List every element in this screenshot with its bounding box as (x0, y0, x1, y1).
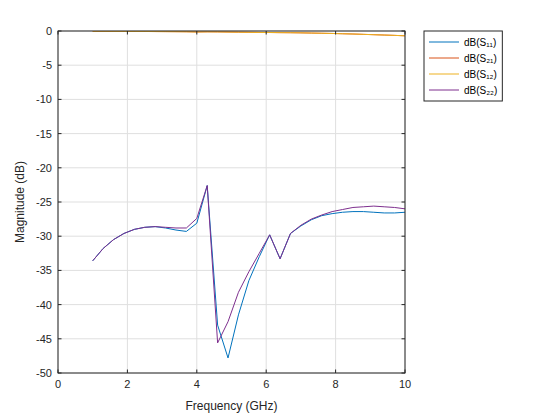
y-tick (58, 99, 62, 100)
x-axis-label: Frequency (GHz) (185, 399, 277, 413)
legend-swatch (429, 90, 459, 91)
legend-box (424, 31, 502, 101)
series-group (93, 31, 405, 358)
y-tick (402, 167, 406, 168)
y-tick (402, 202, 406, 203)
y-grid-line (58, 338, 405, 339)
y-tick (58, 236, 62, 237)
y-tick-label: -15 (36, 128, 52, 140)
y-grid-line (58, 236, 405, 237)
chart: 0246810-50-45-40-35-30-25-20-15-10-50Fre… (0, 0, 560, 420)
x-tick (196, 31, 197, 35)
y-grid-line (58, 65, 405, 66)
x-tick (405, 31, 406, 35)
y-tick (58, 270, 62, 271)
legend: dB(S₁₁) dB(S₂₁) dB(S₁₂) dB(S₂₂) (424, 31, 502, 101)
y-tick (58, 65, 62, 66)
y-tick-label: -20 (36, 162, 52, 174)
plot-area (58, 31, 405, 373)
y-tick (402, 99, 406, 100)
y-grid-line (58, 202, 405, 203)
y-tick (58, 202, 62, 203)
legend-swatch (429, 58, 459, 59)
legend-swatch (429, 74, 459, 75)
x-tick (335, 31, 336, 35)
y-tick (58, 338, 62, 339)
y-tick-label: -30 (36, 230, 52, 242)
y-tick-label: 0 (46, 25, 52, 37)
y-tick (58, 373, 62, 374)
y-tick-label: -45 (36, 333, 52, 345)
y-tick (402, 270, 406, 271)
y-axis-label: Magnitude (dB) (13, 161, 27, 243)
y-tick-label: -25 (36, 196, 52, 208)
x-tick-label: 0 (55, 378, 61, 390)
x-tick (196, 370, 197, 374)
legend-label: dB(S₂₁) (464, 53, 497, 64)
x-tick (266, 370, 267, 374)
y-tick (58, 31, 62, 32)
y-tick (58, 304, 62, 305)
y-tick (402, 236, 406, 237)
x-tick (405, 370, 406, 374)
background (0, 0, 560, 420)
y-tick-label: -10 (36, 93, 52, 105)
series-line (93, 186, 405, 343)
y-grid-line (58, 167, 405, 168)
y-grid-line (58, 304, 405, 305)
legend-swatch (429, 42, 459, 43)
legend-label: dB(S₁₂) (464, 69, 497, 80)
legend-label: dB(S₂₂) (464, 85, 497, 96)
x-tick (127, 31, 128, 35)
y-tick (402, 31, 406, 32)
y-tick (402, 304, 406, 305)
x-tick (58, 31, 59, 35)
y-tick-label: -5 (42, 59, 52, 71)
y-grid-line (58, 133, 405, 134)
y-tick-label: -50 (36, 367, 52, 379)
y-tick (58, 133, 62, 134)
y-tick (402, 338, 406, 339)
y-tick (402, 65, 406, 66)
x-tick-label: 8 (333, 378, 339, 390)
y-tick (402, 373, 406, 374)
x-tick (335, 370, 336, 374)
y-grid-line (58, 270, 405, 271)
legend-label: dB(S₁₁) (464, 37, 496, 48)
x-tick-label: 6 (263, 378, 269, 390)
x-tick-label: 4 (194, 378, 200, 390)
series-line (93, 31, 405, 35)
y-tick-label: -40 (36, 299, 52, 311)
x-tick (58, 370, 59, 374)
y-grid-line (58, 99, 405, 100)
y-tick (58, 167, 62, 168)
x-tick (266, 31, 267, 35)
series-line (93, 31, 405, 35)
x-tick (127, 370, 128, 374)
axes-frame (58, 31, 405, 373)
x-tick-label: 2 (124, 378, 130, 390)
y-tick-label: -35 (36, 264, 52, 276)
x-tick-label: 10 (399, 378, 411, 390)
series-line (93, 186, 405, 358)
y-tick (402, 133, 406, 134)
